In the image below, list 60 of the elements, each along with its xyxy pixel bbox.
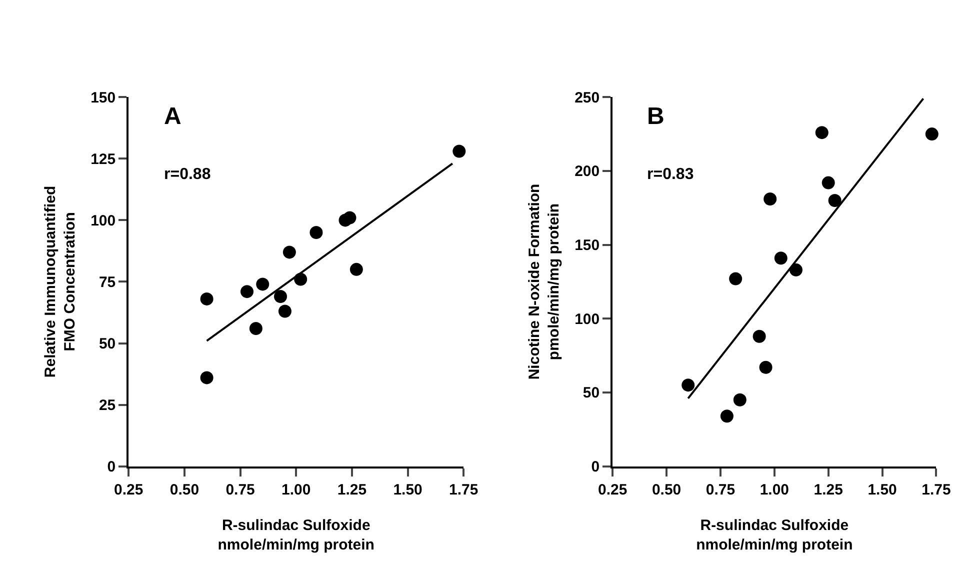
point bbox=[452, 144, 466, 158]
point bbox=[729, 272, 742, 286]
y-tick-label: 100 bbox=[574, 310, 600, 328]
y-tick-label: 25 bbox=[98, 397, 116, 414]
point bbox=[759, 360, 772, 374]
point bbox=[764, 192, 777, 206]
point bbox=[682, 378, 695, 392]
y-axis-title: Relative Immunoquantified FMO Concentration bbox=[42, 186, 78, 378]
point bbox=[828, 194, 842, 208]
y-tick-label: 200 bbox=[574, 163, 600, 180]
x-tick-label: 1.75 bbox=[922, 481, 951, 498]
x-tick-label: 1.25 bbox=[814, 481, 843, 498]
annotation: A bbox=[164, 103, 182, 130]
point bbox=[720, 410, 734, 423]
x-tick-label: 0.50 bbox=[170, 481, 200, 498]
x-axis-title: R-sulindac Sulfoxide nmole/min/mg protein bbox=[696, 516, 853, 554]
x-axis-title: R-sulindac Sulfoxide nmole/min/mg protein bbox=[218, 516, 374, 554]
point bbox=[815, 126, 828, 140]
x-tick-label: 0.25 bbox=[598, 481, 628, 498]
x-tick-label: 0.75 bbox=[226, 481, 255, 498]
x-tick-label: 1.75 bbox=[449, 481, 478, 498]
point bbox=[274, 290, 287, 303]
point bbox=[200, 371, 214, 384]
x-tick-label: 1.50 bbox=[868, 481, 897, 498]
point bbox=[774, 252, 788, 265]
annotation: r=0.83 bbox=[647, 166, 694, 183]
point bbox=[822, 176, 835, 190]
point bbox=[733, 393, 746, 406]
point bbox=[278, 304, 292, 318]
y-tick-label: 50 bbox=[98, 336, 116, 352]
point bbox=[310, 226, 323, 239]
y-tick-label: 100 bbox=[90, 212, 116, 230]
point bbox=[350, 262, 363, 276]
annotation: B bbox=[647, 103, 664, 130]
y-tick-label: 150 bbox=[90, 89, 116, 106]
y-tick-label: 0 bbox=[107, 458, 116, 476]
x-tick-label: 1.50 bbox=[393, 481, 422, 498]
point bbox=[343, 211, 356, 224]
annotation: r=0.88 bbox=[164, 166, 211, 183]
x-tick-label: 0.75 bbox=[706, 481, 736, 498]
y-tick-label: 50 bbox=[582, 384, 600, 402]
y-tick-label: 125 bbox=[90, 150, 116, 168]
y-tick-label: 0 bbox=[591, 458, 600, 476]
point bbox=[240, 285, 254, 298]
y-tick-label: 75 bbox=[98, 274, 116, 291]
point bbox=[925, 128, 938, 141]
x-tick-label: 0.25 bbox=[114, 481, 144, 498]
point bbox=[752, 330, 766, 343]
point bbox=[282, 246, 296, 259]
point bbox=[790, 263, 802, 276]
point bbox=[249, 322, 262, 335]
y-tick-label: 150 bbox=[574, 237, 600, 254]
x-tick-label: 1.00 bbox=[282, 481, 311, 498]
point bbox=[200, 292, 214, 306]
x-tick-label: 0.50 bbox=[652, 481, 682, 498]
y-tick-label: 250 bbox=[574, 89, 600, 106]
point bbox=[256, 278, 270, 291]
x-tick-label: 1.25 bbox=[337, 481, 367, 498]
x-tick-label: 1.00 bbox=[760, 481, 790, 498]
y-axis-title: Nicotine N-oxide Formation pmole/min/mg protein bbox=[526, 184, 562, 380]
